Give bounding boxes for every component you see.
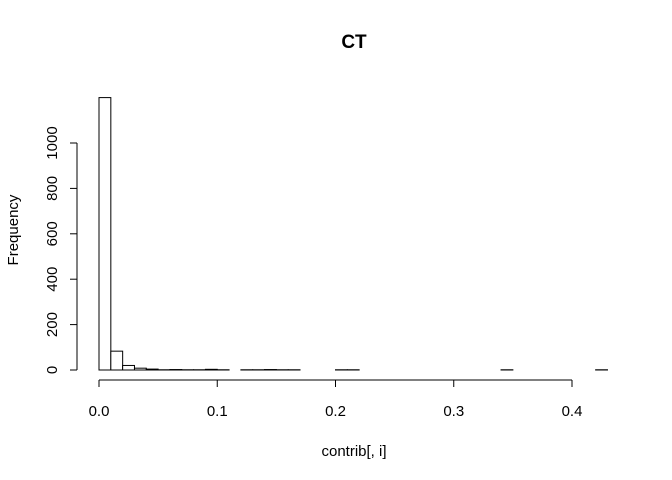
x-tick-label: 0.4 [562, 403, 583, 420]
histogram-bars [98, 97, 608, 371]
x-tick-label: 0.3 [443, 403, 464, 420]
x-axis-label: contrib[, i] [321, 443, 386, 460]
histogram-bar [133, 367, 147, 371]
x-axis: 0.0 0.1 0.2 0.3 0.4 [89, 379, 583, 420]
x-tick-label: 0.0 [89, 403, 110, 420]
y-tick-label: 200 [44, 312, 61, 337]
x-tick-label: 0.1 [207, 403, 228, 420]
y-tick-label: 400 [44, 267, 61, 292]
y-axis-label: Frequency [5, 194, 22, 265]
y-tick-label: 0 [44, 366, 61, 374]
histogram-bar [145, 368, 159, 371]
y-tick-label: 800 [44, 176, 61, 201]
x-tick-label: 0.2 [325, 403, 346, 420]
chart-title: CT [341, 32, 367, 53]
histogram-bar [122, 364, 135, 371]
histogram-bar [204, 368, 218, 371]
y-tick-label: 1000 [44, 126, 61, 159]
y-axis: 0 200 400 600 800 1000 [44, 126, 78, 374]
histogram-bar [110, 350, 124, 371]
histogram-bar [98, 97, 112, 371]
y-tick-label: 600 [44, 221, 61, 246]
